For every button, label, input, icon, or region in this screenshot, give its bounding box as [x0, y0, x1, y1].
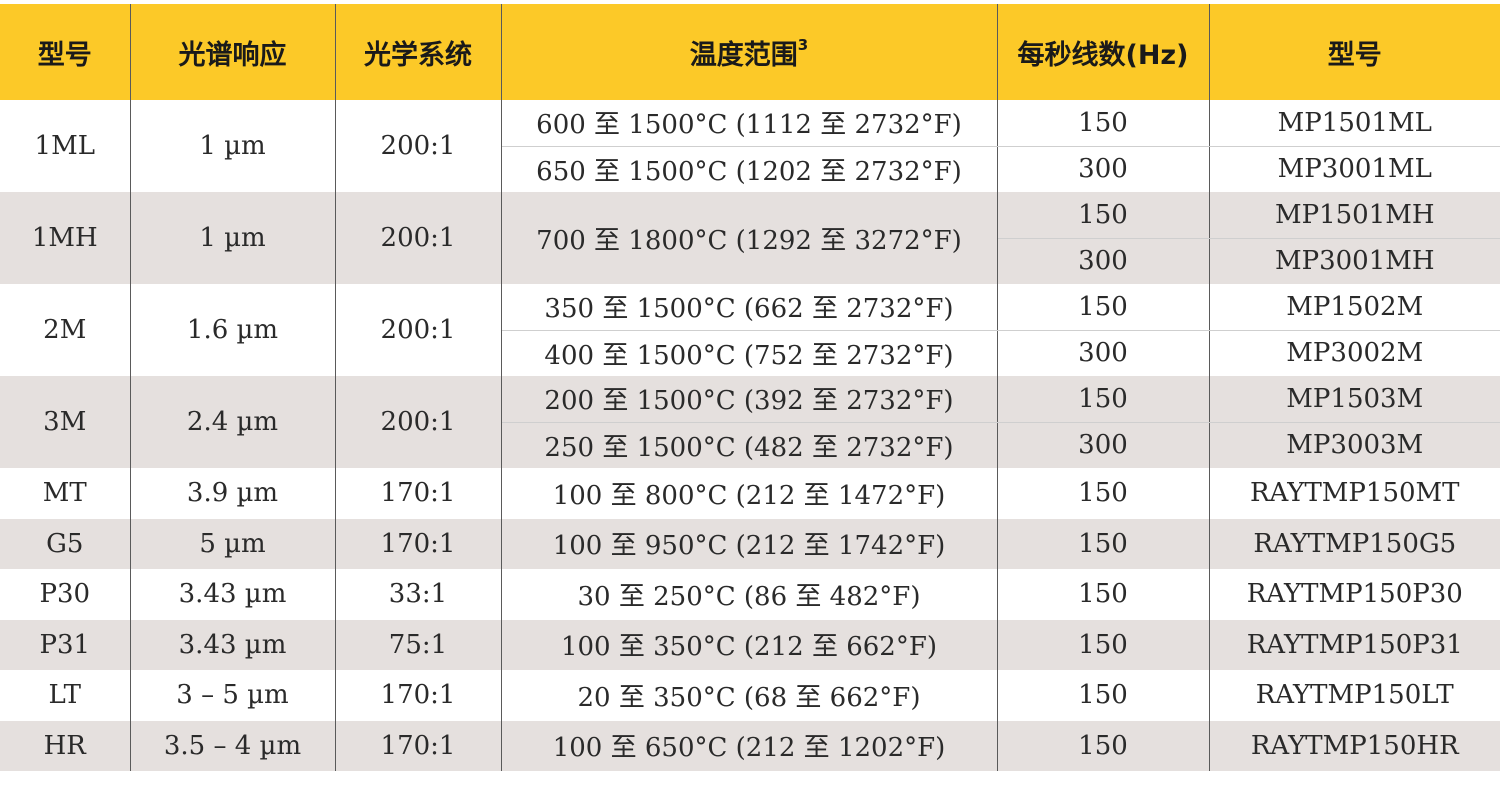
- table-row: HR 3.5 – 4 µm 170:1 100 至 650°C (212 至 1…: [0, 720, 1500, 771]
- hz-cell: 150: [997, 720, 1210, 771]
- part-cell: RAYTMP150G5: [1209, 518, 1500, 569]
- table-row: P30 3.43 µm 33:1 30 至 250°C (86 至 482°F)…: [0, 569, 1500, 620]
- part-cell: MP3001ML: [1209, 146, 1500, 192]
- table-row: 300 MP3001MH: [0, 238, 1500, 284]
- optics-cell: 170:1: [335, 468, 502, 519]
- temp-cell: 30 至 250°C (86 至 482°F): [501, 569, 998, 620]
- temp-cell: 400 至 1500°C (752 至 2732°F): [501, 330, 998, 376]
- hz-cell: 150: [997, 100, 1210, 147]
- header-part-number: 型号: [1209, 4, 1500, 100]
- hz-cell: 150: [997, 284, 1210, 331]
- header-temperature-label: 温度范围: [689, 39, 798, 71]
- spectral-cell: 3.5 – 4 µm: [130, 720, 336, 771]
- spectral-cell: 1 µm: [130, 192, 336, 284]
- part-cell: MP3002M: [1209, 330, 1500, 376]
- part-cell: RAYTMP150MT: [1209, 468, 1500, 519]
- part-cell: MP1501MH: [1209, 192, 1500, 239]
- spec-table: 型号 光谱响应 光学系统 温度范围3 每秒线数(Hz) 型号 1ML 1 µm …: [0, 4, 1500, 771]
- optics-cell: 200:1: [335, 284, 502, 376]
- table-row: 400 至 1500°C (752 至 2732°F) 300 MP3002M: [0, 330, 1500, 376]
- table-row: 250 至 1500°C (482 至 2732°F) 300 MP3003M: [0, 422, 1500, 468]
- table-row: MT 3.9 µm 170:1 100 至 800°C (212 至 1472°…: [0, 468, 1500, 519]
- model-cell: P30: [0, 569, 131, 620]
- hz-cell: 150: [997, 518, 1210, 569]
- model-cell: G5: [0, 518, 131, 569]
- spectral-cell: 1 µm: [130, 100, 336, 192]
- optics-cell: 170:1: [335, 670, 502, 721]
- temp-cell: 100 至 800°C (212 至 1472°F): [501, 468, 998, 519]
- footnote-marker: 3: [797, 35, 809, 54]
- temp-cell: 250 至 1500°C (482 至 2732°F): [501, 422, 998, 468]
- part-cell: MP1503M: [1209, 376, 1500, 423]
- model-cell: 1ML: [0, 100, 131, 192]
- optics-cell: 200:1: [335, 100, 502, 192]
- part-cell: MP3003M: [1209, 422, 1500, 468]
- hz-cell: 150: [997, 192, 1210, 239]
- spectral-cell: 3.43 µm: [130, 569, 336, 620]
- table-row: 1MH 1 µm 200:1 700 至 1800°C (1292 至 3272…: [0, 192, 1500, 284]
- header-optics: 光学系统: [335, 4, 502, 100]
- temp-cell: 200 至 1500°C (392 至 2732°F): [501, 376, 998, 423]
- model-cell: P31: [0, 619, 131, 670]
- hz-cell: 300: [997, 238, 1210, 284]
- hz-cell: 150: [997, 468, 1210, 519]
- model-cell: 1MH: [0, 192, 131, 284]
- spectral-cell: 3 – 5 µm: [130, 670, 336, 721]
- table-row: 2M 1.6 µm 200:1 350 至 1500°C (662 至 2732…: [0, 284, 1500, 376]
- optics-cell: 200:1: [335, 192, 502, 284]
- spectral-cell: 3.9 µm: [130, 468, 336, 519]
- table-row: 650 至 1500°C (1202 至 2732°F) 300 MP3001M…: [0, 146, 1500, 192]
- table-row: LT 3 – 5 µm 170:1 20 至 350°C (68 至 662°F…: [0, 670, 1500, 721]
- part-cell: RAYTMP150P30: [1209, 569, 1500, 620]
- hz-cell: 150: [997, 670, 1210, 721]
- temp-cell: 650 至 1500°C (1202 至 2732°F): [501, 146, 998, 192]
- table-row: 3M 2.4 µm 200:1 200 至 1500°C (392 至 2732…: [0, 376, 1500, 468]
- table-row: G5 5 µm 170:1 100 至 950°C (212 至 1742°F)…: [0, 518, 1500, 569]
- model-cell: LT: [0, 670, 131, 721]
- temp-cell: 700 至 1800°C (1292 至 3272°F): [501, 192, 998, 284]
- model-cell: 3M: [0, 376, 131, 468]
- header-temperature-range: 温度范围3: [501, 4, 998, 100]
- spectral-cell: 1.6 µm: [130, 284, 336, 376]
- part-cell: RAYTMP150LT: [1209, 670, 1500, 721]
- hz-cell: 150: [997, 619, 1210, 670]
- table-row: 1ML 1 µm 200:1 600 至 1500°C (1112 至 2732…: [0, 100, 1500, 192]
- header-spectral-response: 光谱响应: [130, 4, 336, 100]
- header-lines-per-second: 每秒线数(Hz): [997, 4, 1210, 100]
- model-cell: MT: [0, 468, 131, 519]
- part-cell: RAYTMP150P31: [1209, 619, 1500, 670]
- part-cell: MP3001MH: [1209, 238, 1500, 284]
- temp-cell: 100 至 350°C (212 至 662°F): [501, 619, 998, 670]
- temp-cell: 600 至 1500°C (1112 至 2732°F): [501, 100, 998, 147]
- hz-cell: 300: [997, 146, 1210, 192]
- part-cell: MP1501ML: [1209, 100, 1500, 147]
- model-cell: HR: [0, 720, 131, 771]
- temp-cell: 350 至 1500°C (662 至 2732°F): [501, 284, 998, 331]
- spectral-cell: 5 µm: [130, 518, 336, 569]
- optics-cell: 75:1: [335, 619, 502, 670]
- hz-cell: 300: [997, 422, 1210, 468]
- hz-cell: 150: [997, 569, 1210, 620]
- part-cell: MP1502M: [1209, 284, 1500, 331]
- hz-cell: 150: [997, 376, 1210, 423]
- spectral-cell: 2.4 µm: [130, 376, 336, 468]
- optics-cell: 33:1: [335, 569, 502, 620]
- model-cell: 2M: [0, 284, 131, 376]
- hz-cell: 300: [997, 330, 1210, 376]
- header-row: 型号 光谱响应 光学系统 温度范围3 每秒线数(Hz) 型号: [0, 4, 1500, 100]
- optics-cell: 200:1: [335, 376, 502, 468]
- table-row: P31 3.43 µm 75:1 100 至 350°C (212 至 662°…: [0, 619, 1500, 670]
- part-cell: RAYTMP150HR: [1209, 720, 1500, 771]
- temp-cell: 20 至 350°C (68 至 662°F): [501, 670, 998, 721]
- optics-cell: 170:1: [335, 720, 502, 771]
- temp-cell: 100 至 650°C (212 至 1202°F): [501, 720, 998, 771]
- header-model: 型号: [0, 4, 131, 100]
- spectral-cell: 3.43 µm: [130, 619, 336, 670]
- optics-cell: 170:1: [335, 518, 502, 569]
- temp-cell: 100 至 950°C (212 至 1742°F): [501, 518, 998, 569]
